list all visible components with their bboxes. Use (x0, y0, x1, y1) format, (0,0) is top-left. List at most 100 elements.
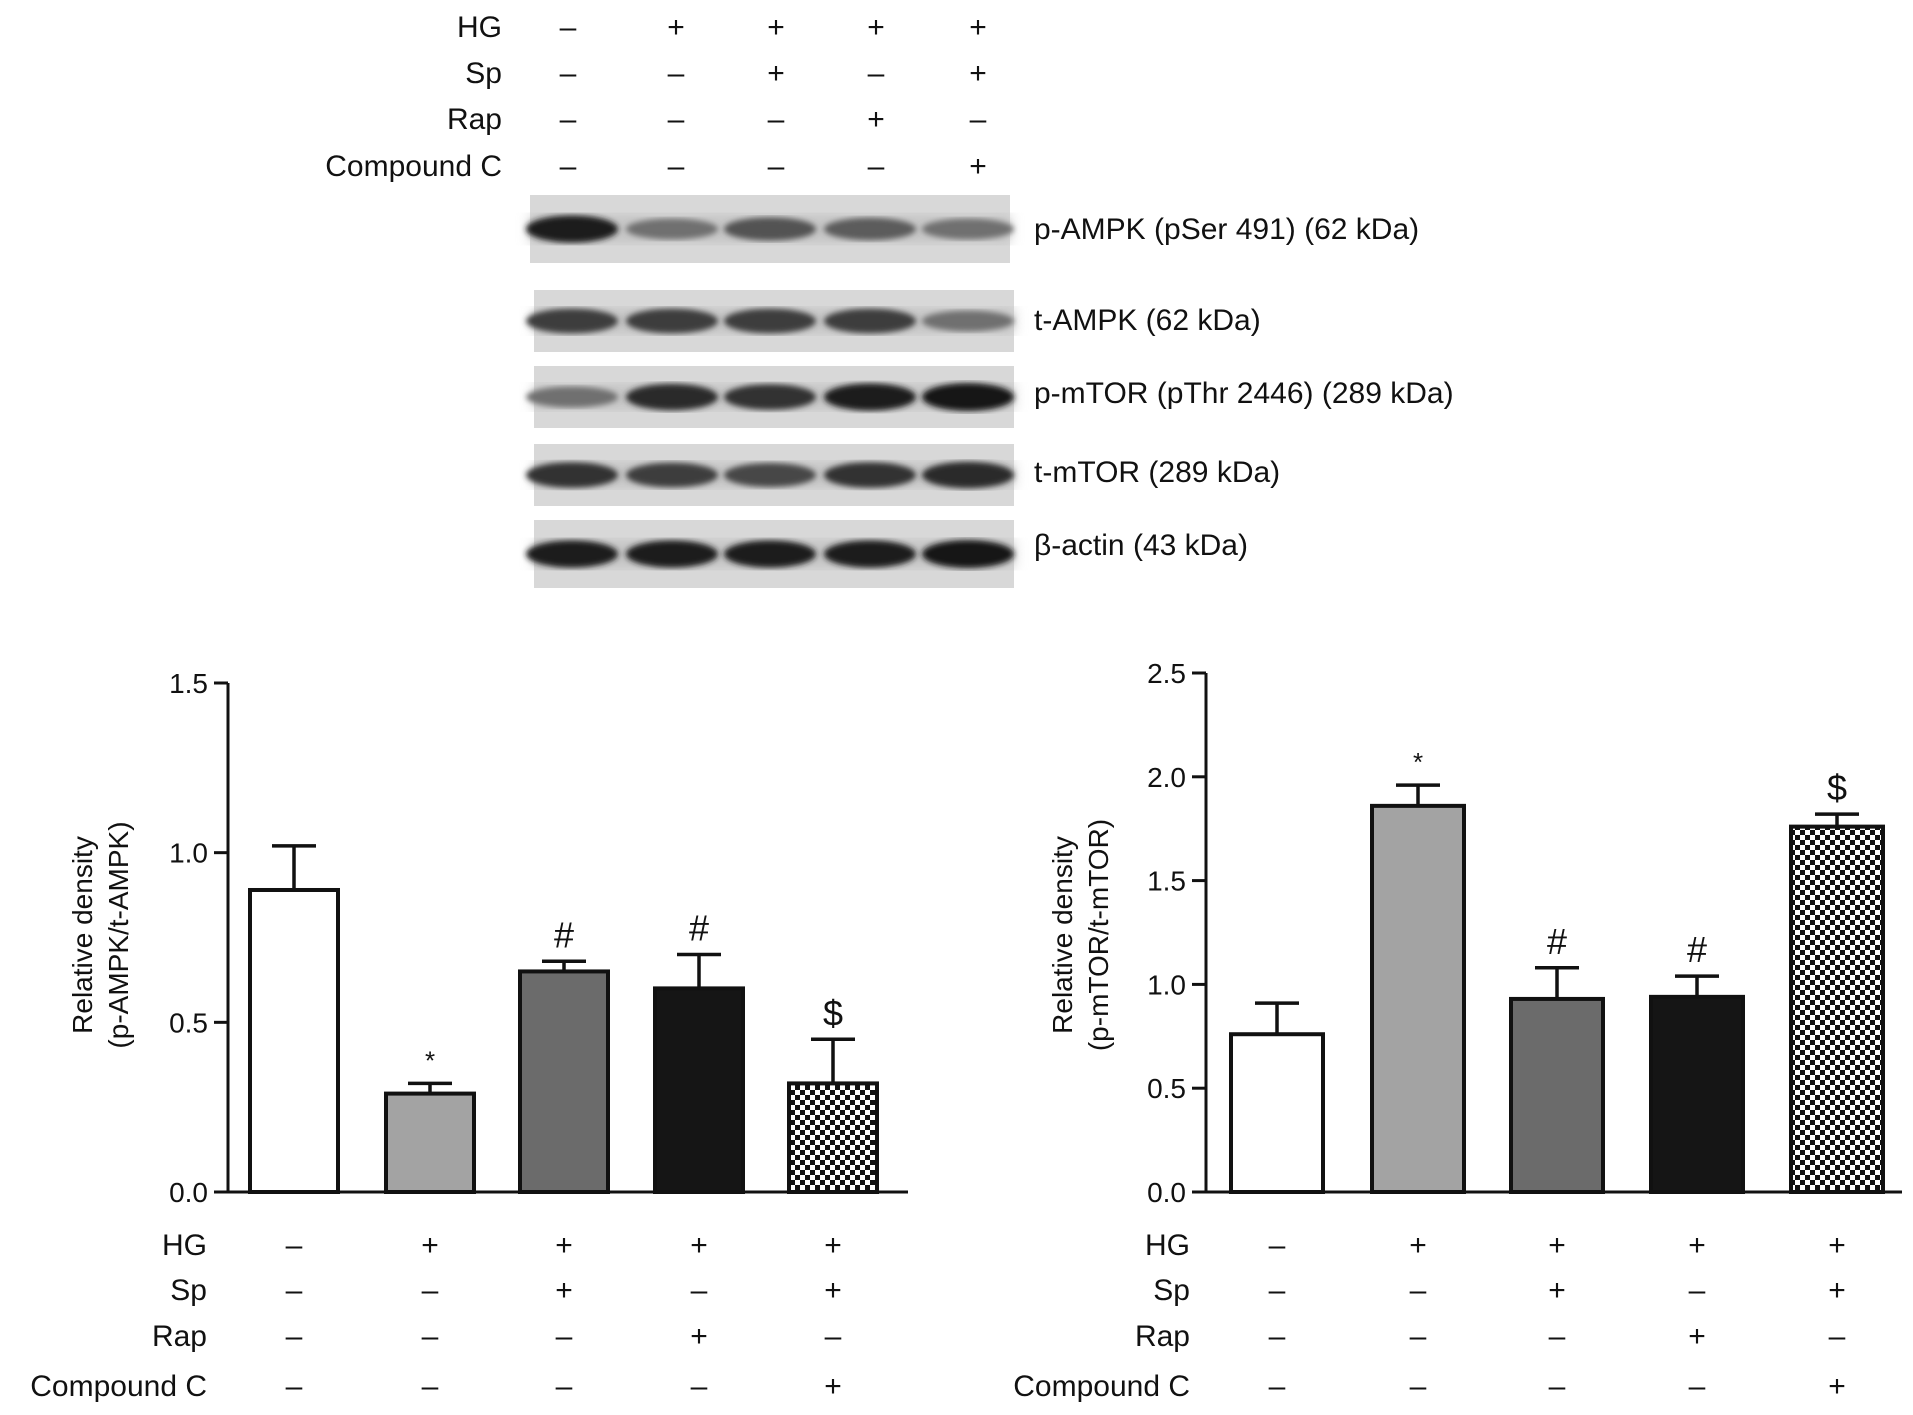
treatment-sign: + (690, 1320, 708, 1353)
treatment-sign: – (868, 150, 885, 183)
treatment-sign: + (824, 1274, 842, 1307)
y-tick-label: 2.5 (1147, 658, 1186, 689)
bar-annotation: # (1687, 929, 1707, 970)
blot-treatment-legend: HG – + + + + Sp – – + – + Rap – – – + – Compound C – – – – + (325, 11, 987, 183)
treatment-label-compound-c: Compound C (1013, 1370, 1190, 1403)
treatment-sign: – (1549, 1320, 1566, 1353)
y-tick-label: 1.5 (1147, 866, 1186, 897)
bar-annotation: $ (823, 992, 843, 1033)
treatment-sign: + (1548, 1274, 1566, 1307)
treatment-label-rap: Rap (447, 103, 502, 136)
bar (1229, 1001, 1325, 1194)
treatment-sign: – (768, 150, 785, 183)
bar-rect (384, 1091, 476, 1195)
treatment-sign: – (668, 103, 685, 136)
bar: # (518, 914, 610, 1195)
treatment-sign: – (286, 1370, 303, 1403)
treatment-sign: – (556, 1370, 573, 1403)
blot-band-label: p-AMPK (pSer 491) (62 kDa) (1034, 213, 1419, 246)
y-axis-label: (p-mTOR/t-mTOR) (1083, 819, 1114, 1051)
treatment-sign: – (768, 103, 785, 136)
blot-band (626, 308, 718, 334)
bar-rect (518, 969, 610, 1195)
treatment-sign: + (867, 103, 885, 136)
blot-band-label: t-mTOR (289 kDa) (1034, 456, 1280, 489)
treatment-sign: – (1689, 1274, 1706, 1307)
treatment-sign: – (1549, 1370, 1566, 1403)
blot-band (824, 383, 916, 411)
blot-band-label: β-actin (43 kDa) (1034, 529, 1248, 562)
bar-annotation: # (689, 907, 709, 948)
treatment-sign: + (1828, 1274, 1846, 1307)
treatment-sign: + (1409, 1229, 1427, 1262)
treatment-sign: + (1688, 1320, 1706, 1353)
treatment-sign: – (1269, 1274, 1286, 1307)
bar: * (1370, 747, 1466, 1194)
treatment-sign: + (1828, 1370, 1846, 1403)
treatment-sign: + (555, 1274, 573, 1307)
western-blot: p-AMPK (pSer 491) (62 kDa) t-AMPK (62 kDa… (526, 195, 1454, 588)
bar-rect (1229, 1032, 1325, 1194)
bar-rect (1509, 996, 1605, 1194)
treatment-label-hg: HG (457, 11, 502, 44)
blot-strip (526, 444, 1014, 506)
blot-strip (526, 195, 1014, 263)
blot-band (824, 462, 916, 488)
blot-band (526, 386, 618, 408)
treatment-sign: – (1269, 1320, 1286, 1353)
bar: $ (787, 992, 879, 1194)
treatment-sign: – (1269, 1229, 1286, 1262)
y-axis-label: Relative density (1047, 836, 1078, 1034)
blot-band (526, 215, 618, 243)
blot-band (626, 383, 718, 411)
treatment-label-hg: HG (1145, 1229, 1190, 1262)
bar: # (1509, 921, 1605, 1194)
blot-band (824, 308, 916, 334)
bar-rect (1789, 824, 1885, 1195)
treatment-sign: – (970, 103, 987, 136)
bar-rect (653, 986, 745, 1195)
treatment-label-hg: HG (162, 1229, 207, 1262)
bar: * (384, 1045, 476, 1195)
y-tick-label: 1.0 (169, 838, 208, 869)
blot-band (724, 308, 816, 334)
bar-annotation: * (1413, 747, 1423, 777)
chart-ampk: 0.0 0.5 1.0 1.5 Relative density (p-AMPK/t-AM… (30, 668, 908, 1403)
y-tick-label: 0.5 (1147, 1073, 1186, 1104)
y-tick-label: 2.0 (1147, 762, 1186, 793)
bar (248, 844, 340, 1194)
blot-band (724, 384, 816, 410)
chart-mtor: 0.0 0.5 1.0 1.5 2.0 2.5 Relative density (p-mTO… (1013, 658, 1902, 1403)
treatment-sign: + (969, 11, 987, 44)
treatment-sign: – (560, 11, 577, 44)
treatment-sign: – (1689, 1370, 1706, 1403)
treatment-sign: + (867, 11, 885, 44)
bar-annotation: # (554, 914, 574, 955)
blot-band (824, 217, 916, 241)
treatment-sign: + (1828, 1229, 1846, 1262)
y-axis-label: (p-AMPK/t-AMPK) (103, 821, 134, 1048)
blot-band (626, 540, 718, 568)
treatment-sign: + (767, 57, 785, 90)
treatment-sign: – (691, 1370, 708, 1403)
blot-band (922, 540, 1014, 568)
treatment-label-compound-c: Compound C (325, 150, 502, 183)
treatment-sign: – (286, 1229, 303, 1262)
blot-band (724, 217, 816, 241)
blot-band-label: p-mTOR (pThr 2446) (289 kDa) (1034, 377, 1454, 410)
treatment-sign: + (824, 1370, 842, 1403)
treatment-sign: – (668, 150, 685, 183)
treatment-sign: – (286, 1274, 303, 1307)
bar: $ (1789, 767, 1885, 1195)
treatment-sign: – (1829, 1320, 1846, 1353)
treatment-sign: + (969, 57, 987, 90)
treatment-sign: + (555, 1229, 573, 1262)
treatment-sign: – (691, 1274, 708, 1307)
bar: # (1649, 929, 1745, 1195)
treatment-sign: + (824, 1229, 842, 1262)
bar-annotation: $ (1827, 767, 1847, 808)
treatment-sign: – (286, 1320, 303, 1353)
treatment-sign: – (556, 1320, 573, 1353)
bar-annotation: # (1547, 921, 1567, 962)
